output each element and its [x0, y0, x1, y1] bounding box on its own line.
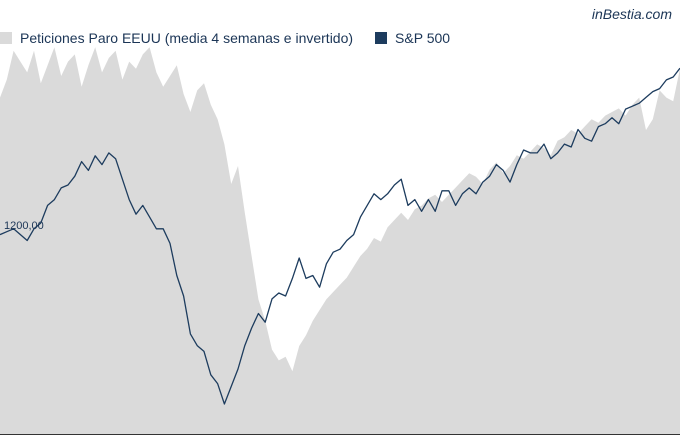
legend: Peticiones Paro EEUU (media 4 semanas e …: [0, 29, 450, 47]
legend-item-claims[interactable]: Peticiones Paro EEUU (media 4 semanas e …: [0, 30, 353, 46]
legend-item-sp500[interactable]: S&P 500: [375, 30, 450, 46]
legend-swatch-sp500: [375, 32, 388, 44]
y-tick-label: 1200,00: [4, 220, 44, 232]
claims-area: [0, 47, 680, 434]
legend-swatch-claims: [0, 32, 12, 44]
sp500-line: [0, 67, 680, 405]
legend-label-claims: Peticiones Paro EEUU (media 4 semanas e …: [20, 30, 354, 46]
legend-label-sp500: S&P 500: [395, 30, 451, 46]
brand-watermark: inBestia.com: [591, 6, 672, 22]
